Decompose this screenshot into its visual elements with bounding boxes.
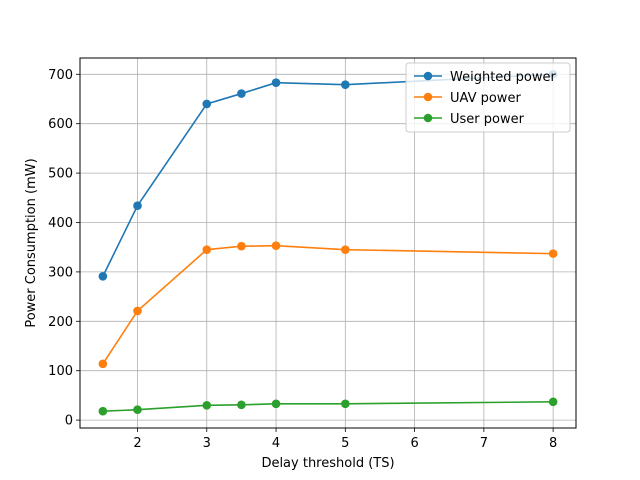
y-tick-label: 400: [48, 216, 73, 231]
legend-box: [405, 62, 571, 133]
data-point: [341, 399, 350, 409]
y-tick-label: 100: [48, 364, 73, 379]
data-point: [98, 272, 108, 281]
data-point: [237, 241, 246, 251]
y-tick-label: 500: [48, 167, 73, 182]
data-point: [271, 78, 281, 87]
data-point: [341, 80, 350, 89]
data-point: [548, 397, 558, 407]
ticks: 2 3 4 5 6 7 8 0 100 200 300 400 500 600 700: [48, 68, 557, 451]
x-tick-label: 5: [341, 436, 349, 451]
x-tick-label: 7: [480, 436, 488, 451]
data-point: [271, 399, 281, 409]
legend-entry: Weighted power: [414, 70, 557, 85]
legend-label: Weighted power: [450, 70, 557, 85]
data-point: [133, 405, 142, 415]
legend-marker: [423, 71, 433, 81]
y-axis-label: Power Consumption (mW): [24, 158, 39, 327]
data-point: [202, 245, 212, 254]
plot-frame: [79, 57, 577, 429]
data-point: [548, 249, 558, 258]
data-point: [98, 406, 108, 416]
data-point: [133, 306, 142, 316]
x-tick-label: 3: [203, 436, 211, 451]
y-tick-label: 0: [65, 414, 73, 429]
data-point: [237, 89, 246, 98]
legend: Weighted power UAV power User power: [405, 62, 571, 133]
data-point: [98, 359, 108, 369]
data-point: [271, 241, 281, 251]
data-point: [202, 400, 212, 410]
y-tick-label: 200: [48, 315, 73, 330]
legend-entry: UAV power: [414, 91, 521, 106]
data-point: [341, 245, 350, 254]
legend-entry: User power: [414, 112, 525, 127]
y-tick-label: 300: [48, 265, 73, 280]
legend-label: User power: [450, 112, 525, 127]
series-3: [98, 397, 558, 416]
legend-label: UAV power: [450, 91, 521, 106]
data-point: [202, 99, 212, 109]
x-tick-label: 6: [410, 436, 418, 451]
x-tick-label: 2: [133, 436, 141, 451]
x-tick-label: 4: [272, 436, 280, 451]
y-tick-label: 700: [48, 68, 73, 83]
data-point: [237, 400, 246, 410]
y-tick-label: 600: [48, 117, 73, 132]
series-layer: [98, 70, 558, 416]
legend-marker: [423, 113, 433, 123]
x-tick-label: 8: [549, 436, 557, 451]
series-2: [98, 241, 558, 369]
legend-marker: [423, 92, 433, 102]
data-point: [133, 201, 142, 211]
grid: [80, 58, 576, 428]
x-axis-label: Delay threshold (TS): [261, 456, 394, 471]
